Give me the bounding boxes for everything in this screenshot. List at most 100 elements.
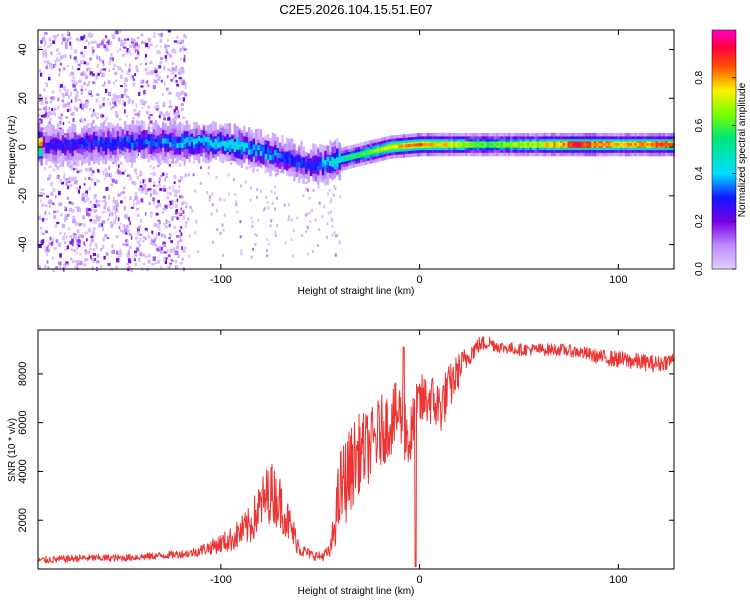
colorbar-stripe [712,137,736,139]
spectrogram-band-cell [195,139,198,150]
spectrogram-band-cell [190,137,193,143]
spectrogram-noise-cell [162,114,165,118]
colorbar-stripe [712,247,736,249]
spectrogram-noise-cell [154,69,158,74]
spectrogram-noise-cell [109,101,112,106]
spectrogram-noise-cell [162,243,167,248]
spectrogram-noise-cell [54,64,57,68]
spectrogram-noise-cell [81,196,85,201]
spectrogram-noise-cell [182,97,186,102]
spectrogram-noise-cell [177,110,180,114]
spectrogram-noise-cell [122,43,125,48]
spectrogram-band-cell [202,134,205,145]
spectrogram-noise-cell [59,62,63,66]
colorbar-tick-label: 0.6 [694,118,705,132]
spectrogram-noise-cell [304,213,307,217]
spectrogram-noise-cell [102,97,106,102]
colorbar-stripe [712,244,736,246]
colorbar-stripe [712,136,736,138]
spectrogram-noise-cell [174,200,177,203]
spectrogram-noise-cell [142,102,146,106]
colorbar-stripe [712,202,736,204]
colorbar-stripe [712,117,736,119]
colorbar-stripe [712,226,736,228]
colorbar-stripe [712,246,736,248]
spectrogram-noise-cell [163,188,167,192]
spectrogram-noise-cell [44,42,47,45]
spectrogram-noise-cell [117,217,120,222]
spectrogram-noise-cell [234,193,237,196]
spectrogram-noise-cell [79,103,82,109]
colorbar-stripe [712,127,736,129]
spectrogram-noise-cell [176,198,179,202]
spectrogram-noise-cell [44,50,48,56]
spectrogram-band-cell [393,145,396,149]
spectrogram-noise-cell [41,192,45,196]
spectrogram-noise-cell [40,188,45,191]
spectrogram-noise-cell [74,81,78,85]
snr-y-tick-label: 4000 [17,459,29,483]
spectrogram-band-cell [321,157,325,163]
spectrogram-band-cell [200,137,203,143]
spectrogram-noise-cell [176,40,180,45]
spectrogram-noise-cell [71,242,74,247]
spectrogram-band-cell [121,138,124,144]
spectrogram-noise-cell [69,54,72,59]
spectrogram-band-cell [417,143,420,147]
spectrogram-noise-cell [262,208,265,212]
spectrogram-noise-cell [66,108,70,113]
spectrogram-band-cell [212,142,215,148]
spectrogram-noise-cell [48,174,52,179]
colorbar-stripe [712,56,736,58]
spectrogram-band-cell [119,137,122,143]
colorbar-stripe [712,113,736,115]
spectrogram-noise-cell [107,206,110,211]
spectrogram-noise-cell [221,223,224,227]
colorbar-stripe [712,218,736,220]
colorbar-stripe [712,115,736,117]
spectrogram-noise-cell [240,249,243,253]
spectrogram-band-cell [104,139,108,145]
spectrogram-noise-cell [74,265,77,269]
spectrogram-noise-cell [92,53,95,56]
spectrogram-noise-cell [158,75,161,80]
spectrogram-band-cell [238,140,241,159]
spectrogram-noise-cell [56,161,59,164]
spectrogram-x-tick-label: -100 [210,274,232,286]
spectrogram-noise-cell [92,81,95,84]
colorbar-tick-label: 0.2 [694,214,705,228]
spectrogram-noise-cell [133,199,135,203]
colorbar-stripe [712,253,736,255]
spectrogram-band-cell [66,144,69,150]
spectrogram-noise-cell [321,215,324,218]
colorbar-stripe [712,57,736,59]
colorbar-stripe [712,267,736,269]
spectrogram-noise-cell [58,190,61,196]
spectrogram-noise-cell [59,179,63,183]
spectrogram-noise-cell [306,225,309,229]
spectrogram-noise-cell [215,209,218,213]
spectrogram-band-cell [338,152,341,163]
spectrogram-noise-cell [87,212,91,217]
spectrogram-noise-cell [100,103,103,108]
spectrogram-band-cell [128,138,131,144]
spectrogram-noise-cell [331,224,334,228]
spectrogram-noise-cell [84,105,87,108]
spectrogram-band-cell [188,134,191,145]
spectrogram-noise-cell [227,173,230,177]
spectrogram-noise-cell [208,198,211,202]
spectrogram-noise-cell [101,114,105,118]
spectrogram-band-cell [336,158,339,164]
spectrogram-noise-cell [70,176,74,182]
spectrogram-band-cell [185,137,189,143]
spectrogram-noise-cell [168,233,172,237]
spectrogram-noise-cell [155,212,159,216]
spectrogram-noise-cell [175,266,179,269]
spectrogram-noise-cell [187,217,190,221]
spectrogram-noise-cell [185,205,188,209]
spectrogram-band-cell [147,134,151,145]
colorbar-stripe [712,187,736,189]
spectrogram-noise-cell [68,164,73,169]
spectrogram-noise-cell [307,188,309,192]
